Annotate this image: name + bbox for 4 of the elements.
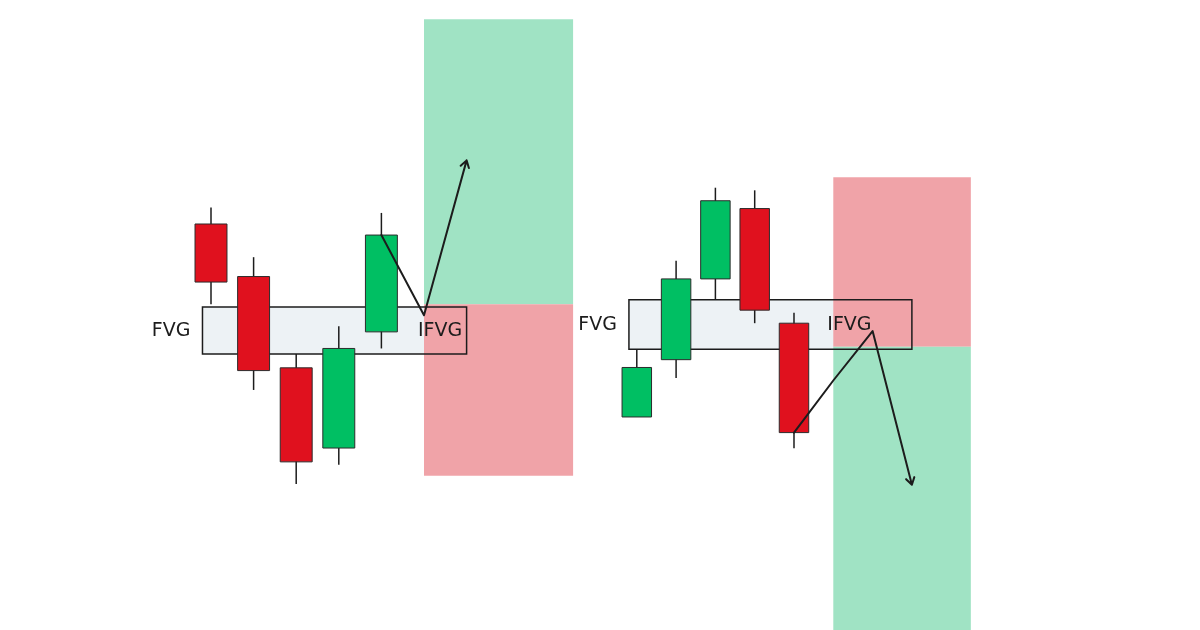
annotation: IFVG [418,318,463,341]
annotation: IFVG [827,312,872,335]
band-label: FVG [578,312,617,335]
band-label: FVG [151,318,191,341]
